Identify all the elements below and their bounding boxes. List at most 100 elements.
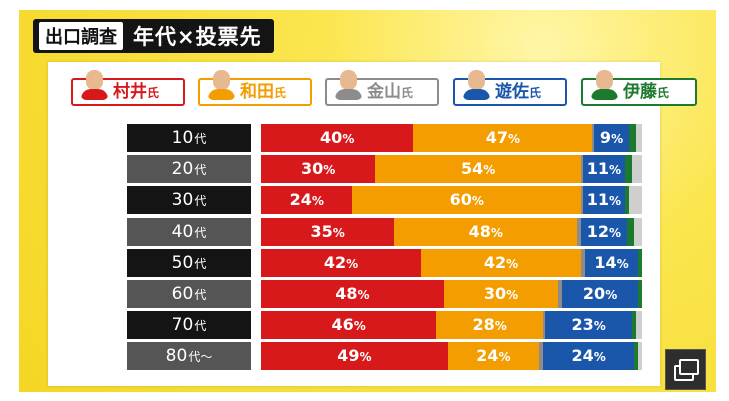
legend-label: 金山氏: [367, 80, 413, 105]
cards-icon[interactable]: [665, 349, 706, 390]
suit-shape: [591, 89, 618, 100]
bar-segment: [561, 280, 639, 308]
face-shape: [340, 70, 357, 90]
candidate-portrait-icon: [335, 66, 362, 100]
candidate-portrait-icon: [81, 66, 108, 100]
bar-segment: [581, 186, 583, 214]
legend-suffix: 氏: [657, 86, 670, 100]
broadcast-frame: 出口調査 年代×投票先 村井氏 和田氏 金山氏 遊佐氏 伊藤氏 10 代 40% 47% 9% 2…: [19, 10, 716, 392]
data-label-unit: %: [616, 257, 629, 271]
data-label-unit: %: [483, 163, 496, 177]
category-number: 10: [171, 128, 194, 148]
category-label: 30 代: [127, 186, 251, 214]
bar-segment: [436, 311, 543, 339]
data-label: 60%: [352, 186, 581, 214]
suit-shape: [208, 89, 235, 100]
bar-track: 42% 42% 14%: [261, 249, 642, 277]
category-number: 20: [171, 159, 194, 179]
data-label-number: 23: [571, 315, 594, 334]
category-label: 60 代: [127, 280, 251, 308]
category-label: 20 代: [127, 155, 251, 183]
bar-segment: [375, 155, 582, 183]
legend-item: 村井氏: [71, 70, 185, 106]
bar-segment: [544, 311, 633, 339]
legend-name: 村井: [113, 82, 147, 102]
legend-suffix: 氏: [147, 86, 160, 100]
bar-track: 35% 48% 12%: [261, 218, 642, 246]
data-label-unit: %: [609, 163, 622, 177]
bar-segment: [628, 124, 637, 152]
legend-label: 伊藤氏: [623, 80, 669, 105]
bar-segment: [421, 249, 582, 277]
data-label: 30%: [261, 155, 375, 183]
legend-item: 金山氏: [325, 70, 439, 106]
data-label: 23%: [545, 311, 633, 339]
bar-segment: [594, 124, 629, 152]
data-label: 48%: [261, 280, 444, 308]
face-shape: [86, 70, 103, 90]
data-label-number: 49: [337, 346, 360, 365]
data-label-number: 12: [586, 222, 609, 241]
category-label: 70 代: [127, 311, 251, 339]
legend-item: 遊佐氏: [453, 70, 567, 106]
data-label-unit: %: [498, 350, 511, 364]
data-label: 9%: [594, 124, 628, 152]
legend-suffix: 氏: [401, 86, 414, 100]
data-label-unit: %: [609, 194, 622, 208]
bar-track: 24% 60% 11%: [261, 186, 642, 214]
data-label: 11%: [583, 155, 625, 183]
data-label: 14%: [585, 249, 638, 277]
category-label: 50 代: [127, 249, 251, 277]
data-label-unit: %: [323, 163, 336, 177]
data-label-unit: %: [357, 288, 370, 302]
category-suffix: 代: [194, 162, 207, 177]
category-label: 10 代: [127, 124, 251, 152]
data-label-number: 42: [483, 253, 507, 272]
data-label-unit: %: [508, 132, 521, 146]
category-suffix: 代: [194, 225, 207, 240]
legend-item: 和田氏: [198, 70, 312, 106]
bar-segment: [626, 218, 635, 246]
candidate-portrait-icon: [591, 66, 618, 100]
category-number: 50: [171, 253, 194, 273]
data-label-number: 47: [485, 128, 509, 147]
legend-name: 遊佐: [495, 82, 529, 102]
bar-segment: [261, 280, 444, 308]
data-label-number: 24: [289, 190, 312, 209]
legend-label: 和田氏: [240, 80, 286, 105]
data-label-unit: %: [609, 226, 622, 240]
data-label-unit: %: [611, 132, 624, 146]
category-label: 40 代: [127, 218, 251, 246]
data-label-number: 20: [582, 284, 606, 303]
category-number: 30: [171, 190, 194, 210]
data-label: 47%: [413, 124, 592, 152]
data-label-number: 24: [476, 346, 499, 365]
data-label-number: 54: [461, 159, 484, 178]
chart-title: 年代×投票先: [133, 25, 262, 49]
data-label: 35%: [261, 218, 394, 246]
data-label: 30%: [444, 280, 558, 308]
data-label: 49%: [261, 342, 448, 370]
bar-segment: [539, 342, 543, 370]
face-shape: [596, 70, 613, 90]
chart-panel: 村井氏 和田氏 金山氏 遊佐氏 伊藤氏 10 代 40% 47% 9% 20 代 30% 54% 11% 3…: [48, 62, 697, 386]
data-label: 24%: [261, 186, 352, 214]
bar-segment: [582, 155, 625, 183]
data-label-unit: %: [593, 319, 606, 333]
data-label-number: 48: [468, 222, 491, 241]
bar-segment: [261, 186, 353, 214]
bar-segment: [261, 249, 422, 277]
data-label-unit: %: [506, 288, 519, 302]
bar-segment: [558, 280, 562, 308]
data-label-unit: %: [332, 226, 345, 240]
data-label-number: 48: [335, 284, 358, 303]
bar-segment: [352, 186, 582, 214]
legend-name: 和田: [240, 82, 274, 102]
bar-track: 48% 30% 20%: [261, 280, 642, 308]
legend-name: 伊藤: [623, 82, 657, 102]
data-label-unit: %: [605, 288, 618, 302]
bar-segment: [413, 124, 593, 152]
bar-segment: [584, 249, 639, 277]
data-label: 11%: [583, 186, 625, 214]
data-label-number: 24: [571, 346, 594, 365]
